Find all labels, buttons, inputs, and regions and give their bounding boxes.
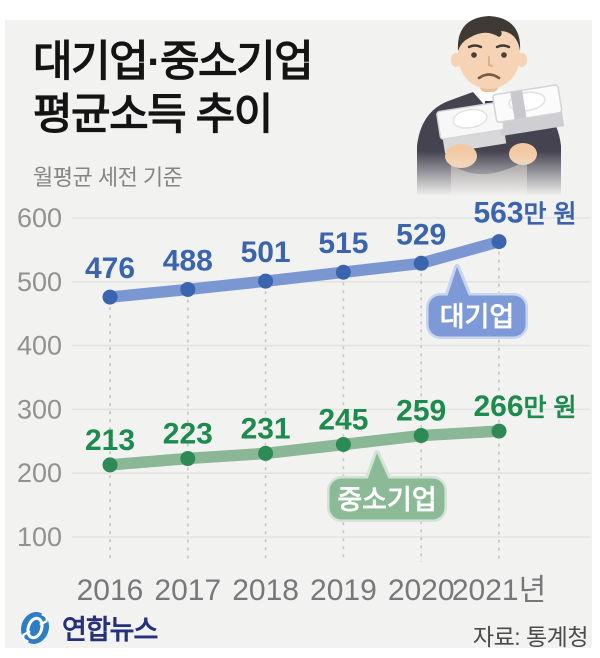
legend-bubble-large-company: 대기업	[426, 264, 528, 339]
eye	[501, 52, 507, 58]
x-axis-tick-label: 2018	[232, 574, 299, 607]
businessman-illustration	[403, 16, 575, 196]
value-label-sme: 223	[163, 418, 213, 451]
data-point-sme	[180, 451, 196, 467]
eye	[471, 52, 477, 58]
page-title-line1: 대기업·중소기업	[33, 38, 314, 86]
x-axis-tick-label: 2019	[310, 574, 377, 607]
value-label-sme: 245	[318, 403, 368, 436]
chart-subtitle: 월평균 세전 기준	[33, 165, 183, 190]
value-label-sme: 213	[85, 424, 135, 457]
value-label-large-company: 488	[163, 244, 213, 277]
value-label-sme: 231	[241, 412, 291, 445]
y-axis-tick-label: 300	[17, 394, 62, 424]
value-label-large-company: 476	[85, 252, 135, 285]
x-axis-tick-label: 2017	[154, 574, 221, 607]
x-axis-tick-label: 2016	[77, 574, 144, 607]
yonhap-logo-icon	[20, 611, 50, 644]
hair	[457, 16, 521, 51]
sad-mouth	[477, 73, 501, 80]
svg-text:중소기업: 중소기업	[337, 485, 436, 515]
footer-brand: 연합뉴스	[16, 608, 158, 647]
value-label-large-company: 529	[396, 218, 446, 251]
data-point-sme	[102, 457, 118, 473]
data-point-large-company	[258, 273, 274, 289]
y-axis-tick-label: 200	[17, 458, 62, 488]
eyebrow	[467, 44, 483, 49]
y-axis-tick-label: 400	[17, 331, 62, 361]
data-point-large-company	[102, 289, 118, 305]
value-label-large-company: 515	[318, 227, 368, 260]
x-axis-tick-label: 2021년	[452, 574, 546, 607]
data-point-large-company	[335, 264, 351, 280]
value-label-large-company: 563만 원	[473, 197, 576, 230]
data-point-large-company	[180, 281, 196, 297]
value-label-sme: 266만 원	[473, 390, 576, 423]
value-label-large-company: 501	[241, 236, 291, 269]
y-axis-tick-label: 100	[17, 522, 62, 552]
page-title-line2: 평균소득 추이	[33, 91, 273, 139]
value-label-sme: 259	[396, 395, 446, 428]
source-credit: 자료: 통계청	[472, 624, 589, 650]
nose	[488, 56, 493, 67]
x-axis-tick-label: 2020	[388, 574, 455, 607]
y-axis-tick-label: 500	[17, 267, 62, 297]
data-point-large-company	[491, 234, 507, 250]
title-block: 대기업·중소기업 평균소득 추이 월평균 세전 기준	[33, 36, 314, 192]
y-axis-tick-label: 600	[17, 203, 62, 233]
data-point-sme	[491, 423, 507, 439]
series-line-sme	[104, 425, 505, 471]
svg-text:대기업: 대기업	[440, 302, 515, 332]
data-point-sme	[258, 445, 274, 461]
data-point-sme	[335, 436, 351, 452]
brand-name: 연합뉴스	[62, 615, 158, 645]
fade-overlay	[403, 114, 575, 196]
legend-bubble-sme: 중소기업	[327, 450, 447, 522]
eyebrow	[495, 44, 511, 49]
data-point-large-company	[413, 255, 429, 271]
data-point-sme	[413, 428, 429, 444]
series-line-large-company	[104, 235, 505, 303]
